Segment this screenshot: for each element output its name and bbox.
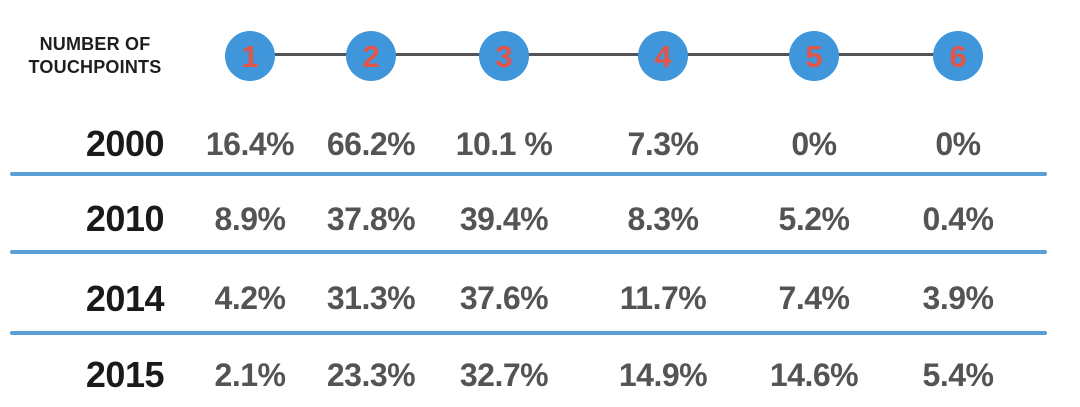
percent-value: 0.4% (922, 200, 994, 237)
touchpoint-3-cell: 3 (432, 0, 576, 108)
percent-value: 4.2% (214, 280, 286, 316)
percent-value: 8.3% (627, 200, 699, 237)
touchpoint-number: 5 (805, 38, 823, 74)
table-title: NUMBER OF TOUCHPOINTS (0, 29, 190, 79)
touchpoint-5-badge: 5 (789, 31, 839, 81)
touchpoint-number: 3 (495, 38, 513, 74)
table-row-2015: 2015 2.1% 23.3% 32.7% 14.9% 14.6% 5.4% (0, 335, 1080, 407)
touchpoint-2-badge: 2 (346, 31, 396, 81)
percent-value: 31.3% (326, 280, 416, 316)
percent-value: 14.6% (769, 356, 859, 393)
table-row-2000: 2000 16.4% 66.2% 10.1 % 7.3% 0% 0% (0, 104, 1080, 176)
percent-value: 7.3% (627, 125, 699, 162)
touchpoint-number: 1 (241, 38, 259, 74)
touchpoint-1-cell: 1 (190, 0, 310, 108)
touchpoint-6-cell: 6 (878, 0, 1038, 108)
percent-value: 5.4% (922, 356, 994, 393)
touchpoint-2-cell: 2 (310, 0, 432, 108)
year-label: 2015 (85, 354, 165, 395)
percent-value: 37.6% (459, 280, 549, 316)
percent-value: 5.2% (778, 200, 850, 237)
percent-value: 8.9% (214, 200, 286, 237)
percent-value: 10.1 % (455, 125, 553, 162)
year-label: 2010 (85, 198, 165, 239)
percent-value: 32.7% (459, 356, 549, 393)
touchpoint-3-badge: 3 (479, 31, 529, 81)
percent-value: 3.9% (922, 280, 994, 316)
percent-value: 2.1% (214, 356, 286, 393)
year-label: 2000 (85, 123, 165, 164)
touchpoint-4-cell: 4 (576, 0, 750, 108)
touchpoint-1-badge: 1 (225, 31, 275, 81)
touchpoint-6-badge: 6 (933, 31, 983, 81)
year-label: 2014 (85, 277, 165, 319)
touchpoint-number: 6 (949, 38, 967, 74)
percent-value: 11.7% (619, 280, 707, 316)
percent-value: 66.2% (326, 125, 416, 162)
percent-value: 0% (935, 125, 981, 162)
percent-value: 0% (791, 125, 837, 162)
touchpoints-header: NUMBER OF TOUCHPOINTS 1 2 3 4 5 (0, 0, 1080, 104)
table-row-2010: 2010 8.9% 37.8% 39.4% 8.3% 5.2% 0.4% (0, 176, 1080, 254)
percent-value: 16.4% (205, 125, 295, 162)
row-divider (10, 250, 1047, 254)
percent-value: 7.4% (778, 280, 850, 316)
touchpoint-number: 2 (362, 38, 380, 74)
percent-value: 23.3% (326, 356, 416, 393)
touchpoint-5-cell: 5 (750, 0, 878, 108)
connector-line (250, 53, 958, 56)
row-divider (10, 172, 1047, 176)
percent-value: 37.8% (326, 200, 416, 237)
percent-value: 14.9% (618, 356, 708, 393)
touchpoint-4-badge: 4 (638, 31, 688, 81)
table-title-line1: NUMBER OF (39, 33, 151, 54)
table-title-line2: TOUCHPOINTS (28, 57, 162, 77)
percent-value: 39.4% (459, 200, 549, 237)
table-row-2014: 2014 4.2% 31.3% 37.6% 11.7% 7.4% 3.9% (0, 254, 1080, 335)
row-divider (10, 331, 1047, 335)
touchpoint-number: 4 (654, 38, 672, 74)
